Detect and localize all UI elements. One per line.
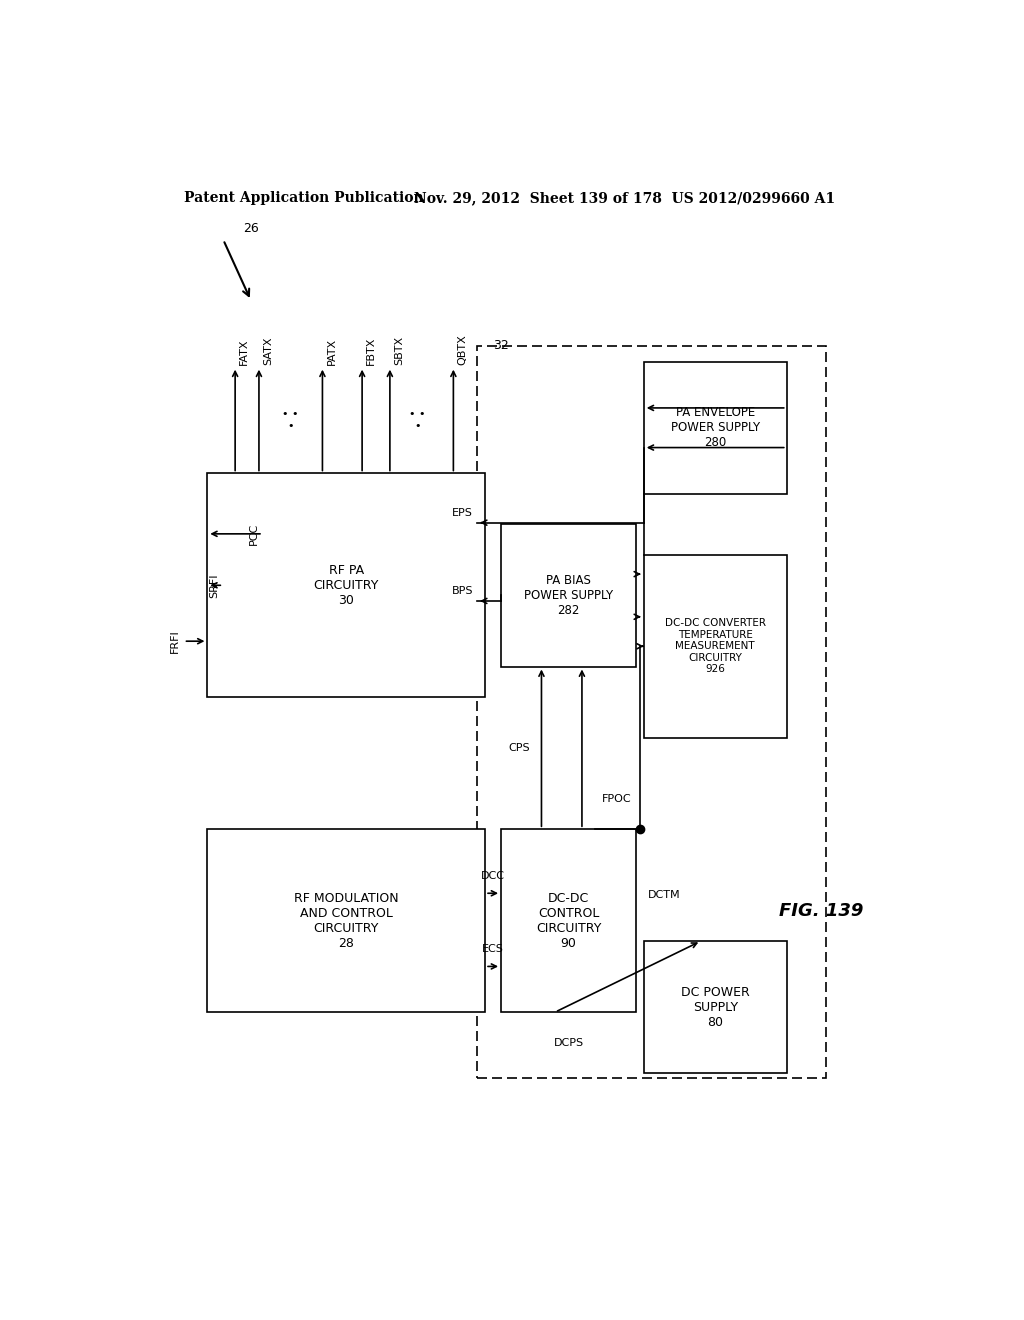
Bar: [207, 474, 485, 697]
Text: RF MODULATION
AND CONTROL
CIRCUITRY
28: RF MODULATION AND CONTROL CIRCUITRY 28: [294, 892, 398, 949]
Text: DCC: DCC: [481, 871, 505, 880]
Text: FBTX: FBTX: [367, 337, 376, 364]
Text: ECS: ECS: [482, 944, 504, 954]
Text: PA ENVELOPE
POWER SUPPLY
280: PA ENVELOPE POWER SUPPLY 280: [671, 407, 760, 449]
Text: BPS: BPS: [452, 586, 473, 595]
Text: DC-DC
CONTROL
CIRCUITRY
90: DC-DC CONTROL CIRCUITRY 90: [536, 892, 601, 949]
Bar: [207, 829, 485, 1012]
Text: RF PA
CIRCUITRY
30: RF PA CIRCUITRY 30: [313, 564, 379, 607]
Text: • •
•: • • •: [410, 409, 426, 430]
Text: PCC: PCC: [249, 523, 259, 545]
Text: DCPS: DCPS: [553, 1038, 584, 1048]
Text: 26: 26: [243, 222, 259, 235]
Text: DC POWER
SUPPLY
80: DC POWER SUPPLY 80: [681, 986, 750, 1028]
Bar: [501, 524, 636, 667]
Text: • •
•: • • •: [283, 409, 299, 430]
Text: Nov. 29, 2012  Sheet 139 of 178  US 2012/0299660 A1: Nov. 29, 2012 Sheet 139 of 178 US 2012/0…: [414, 191, 835, 205]
Bar: [501, 829, 636, 1012]
Text: DC-DC CONVERTER
TEMPERATURE
MEASUREMENT
CIRCUITRY
926: DC-DC CONVERTER TEMPERATURE MEASUREMENT …: [665, 618, 766, 675]
Bar: [477, 346, 826, 1078]
Text: FRFI: FRFI: [170, 630, 179, 653]
Text: FPOC: FPOC: [602, 793, 632, 804]
Text: SBTX: SBTX: [394, 335, 403, 364]
Bar: [644, 554, 786, 738]
Text: 32: 32: [494, 338, 509, 351]
Text: DCTM: DCTM: [648, 891, 680, 900]
Text: FIG. 139: FIG. 139: [778, 902, 863, 920]
Text: QBTX: QBTX: [458, 334, 467, 364]
Text: EPS: EPS: [453, 508, 473, 517]
Text: SATX: SATX: [263, 337, 273, 364]
Text: PA BIAS
POWER SUPPLY
282: PA BIAS POWER SUPPLY 282: [524, 574, 613, 616]
Text: PATX: PATX: [327, 338, 337, 364]
Bar: [644, 362, 786, 494]
Bar: [644, 941, 786, 1073]
Text: CPS: CPS: [508, 743, 529, 752]
Text: Patent Application Publication: Patent Application Publication: [183, 191, 423, 205]
Text: FATX: FATX: [240, 338, 249, 364]
Text: SRFI: SRFI: [209, 573, 219, 598]
